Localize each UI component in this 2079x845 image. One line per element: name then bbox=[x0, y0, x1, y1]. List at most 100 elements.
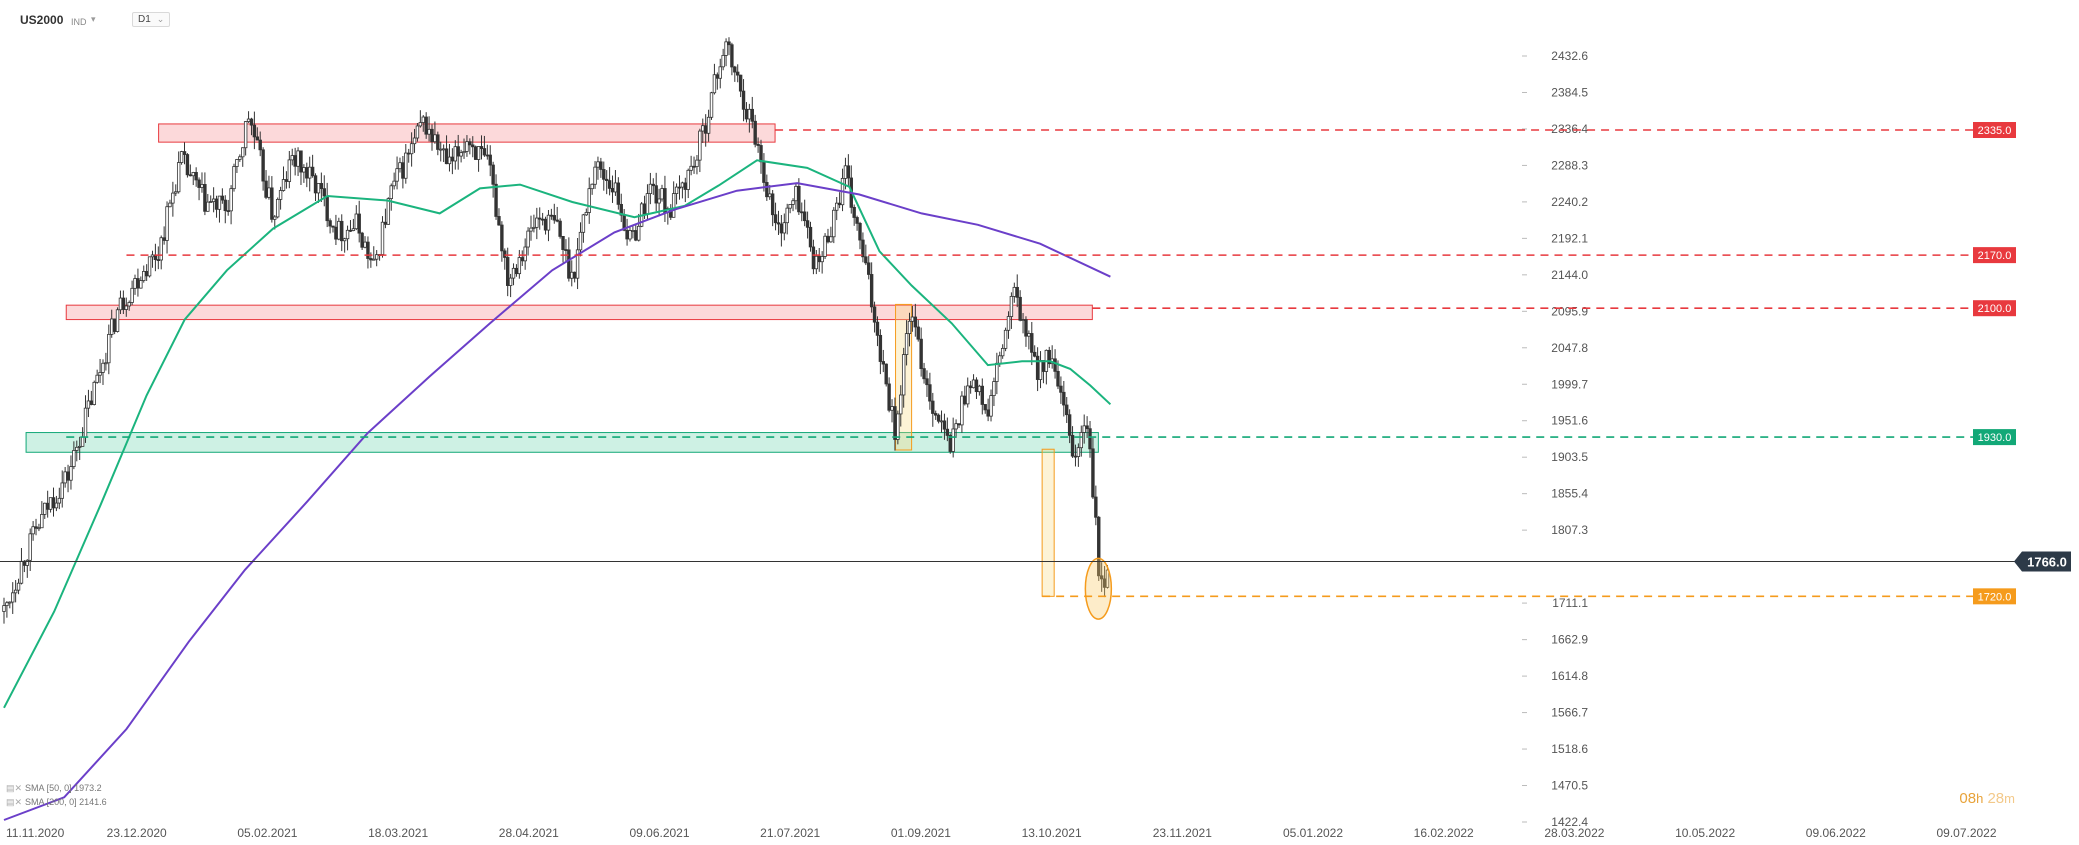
candle-body bbox=[628, 230, 632, 240]
candle-body bbox=[561, 236, 565, 250]
candle-body bbox=[159, 237, 163, 261]
candle-body bbox=[1091, 448, 1095, 498]
y-tick-label: 1422.4 bbox=[1551, 815, 1588, 829]
candle-body bbox=[817, 255, 821, 263]
candle-body bbox=[273, 216, 277, 220]
legend-sma-50[interactable]: ▤✕ SMA [50, 0] 1973.2 bbox=[6, 783, 102, 794]
candle-body bbox=[590, 183, 594, 190]
candle-body bbox=[738, 74, 743, 92]
candle-body bbox=[631, 230, 635, 232]
candle-body bbox=[229, 188, 233, 212]
candle-body bbox=[968, 385, 973, 389]
y-tick-label: 2336.4 bbox=[1551, 122, 1588, 136]
candle-body bbox=[837, 202, 842, 206]
x-tick-label: 28.03.2022 bbox=[1544, 826, 1604, 840]
candle-body bbox=[535, 217, 539, 228]
candle-body bbox=[101, 362, 105, 373]
legend-params: [200, 0] bbox=[46, 797, 77, 807]
candle-body bbox=[366, 241, 370, 259]
candle-body bbox=[881, 361, 885, 365]
candle-body bbox=[11, 592, 15, 603]
candle-body bbox=[436, 134, 440, 150]
indicator-settings-icon[interactable]: ▤✕ bbox=[6, 797, 23, 807]
candle-body bbox=[162, 237, 166, 241]
candle-body bbox=[372, 258, 376, 261]
candle-body bbox=[267, 187, 271, 198]
candle-body bbox=[287, 159, 292, 182]
candle-body bbox=[450, 156, 455, 162]
candle-body bbox=[404, 152, 408, 179]
candle-body bbox=[488, 154, 492, 166]
candle-body bbox=[127, 302, 131, 307]
candle-body bbox=[753, 120, 757, 145]
y-tick-label: 1999.7 bbox=[1551, 377, 1588, 391]
candle-body bbox=[1076, 447, 1081, 457]
candle-body bbox=[418, 122, 423, 127]
candle-body bbox=[878, 334, 883, 362]
candle-body bbox=[110, 318, 114, 335]
y-tick-label: 2047.8 bbox=[1551, 341, 1588, 355]
y-tick-label: 1855.4 bbox=[1551, 487, 1588, 501]
candle-body bbox=[546, 214, 551, 231]
candle-body bbox=[444, 148, 449, 165]
chevron-down-icon[interactable]: ▾ bbox=[91, 14, 96, 24]
candle-body bbox=[832, 209, 836, 238]
candle-body bbox=[977, 385, 982, 393]
level-label-box bbox=[1973, 429, 2016, 446]
candle-body bbox=[960, 395, 964, 426]
candle-body bbox=[715, 74, 720, 79]
candle-body bbox=[718, 66, 722, 79]
candle-body bbox=[482, 148, 487, 156]
zone-red bbox=[65, 304, 1093, 321]
chevron-down-icon: ⌄ bbox=[156, 14, 165, 24]
candle-body bbox=[246, 118, 251, 122]
candle-body bbox=[5, 602, 9, 606]
candle-body bbox=[538, 217, 542, 220]
candle-body bbox=[255, 136, 260, 141]
candle-body bbox=[989, 395, 993, 417]
candle-body bbox=[40, 513, 44, 529]
legend-sma-200[interactable]: ▤✕ SMA [200, 0] 2141.6 bbox=[6, 797, 107, 808]
sma-200-line bbox=[3, 182, 1111, 821]
candle-body bbox=[354, 213, 358, 230]
candle-body bbox=[782, 222, 787, 234]
y-tick-label: 1711.1 bbox=[1552, 596, 1588, 610]
candle-body bbox=[692, 165, 696, 168]
candle-body bbox=[942, 420, 947, 430]
x-tick-label: 01.09.2021 bbox=[891, 826, 951, 840]
candle-body bbox=[936, 414, 941, 422]
candle-body bbox=[648, 183, 653, 194]
candle-body bbox=[421, 116, 425, 123]
candle-body bbox=[1067, 414, 1072, 436]
candle-body bbox=[48, 497, 53, 510]
candle-body bbox=[415, 125, 420, 139]
level-label-box bbox=[1973, 300, 2016, 317]
candle-body bbox=[727, 41, 731, 46]
legend-params: [50, 0] bbox=[46, 783, 72, 793]
candle-body bbox=[459, 152, 463, 157]
candle-body bbox=[284, 179, 289, 182]
candle-body bbox=[765, 182, 769, 198]
candle-body bbox=[1038, 360, 1043, 380]
candle-body bbox=[200, 184, 204, 188]
candle-body bbox=[779, 223, 784, 234]
candle-body bbox=[532, 226, 536, 229]
candle-body bbox=[963, 395, 967, 405]
countdown-hours: 08 bbox=[1959, 790, 1977, 807]
candle-body bbox=[581, 214, 586, 233]
candle-body bbox=[395, 168, 399, 182]
candle-body bbox=[104, 362, 108, 365]
candle-body bbox=[610, 187, 615, 193]
candle-body bbox=[147, 256, 152, 277]
indicator-settings-icon[interactable]: ▤✕ bbox=[6, 783, 23, 793]
candle-body bbox=[325, 195, 329, 222]
timeframe-select[interactable]: D1 ⌄ bbox=[132, 12, 171, 27]
candle-body bbox=[142, 271, 146, 281]
level-label: 1930.0 bbox=[1978, 432, 2012, 444]
candle-body bbox=[8, 601, 12, 604]
candle-body bbox=[773, 214, 778, 224]
symbol-label[interactable]: US2000 bbox=[20, 13, 64, 27]
candle-body bbox=[124, 305, 128, 310]
candle-body bbox=[529, 227, 533, 232]
